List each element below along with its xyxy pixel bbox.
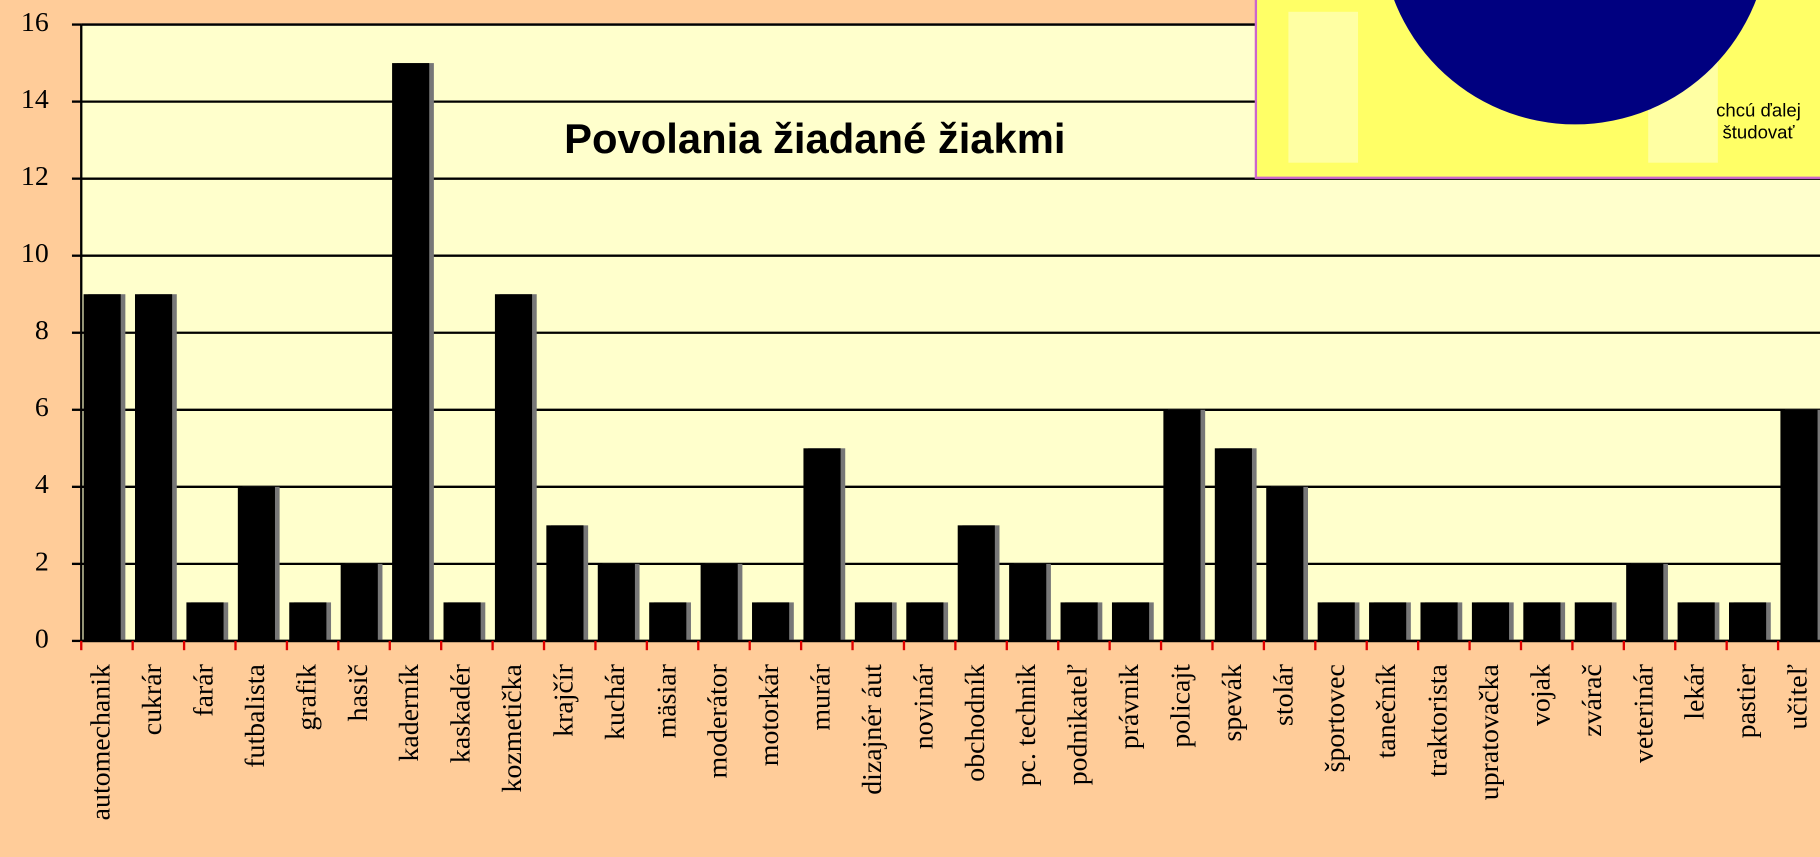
bar: [1009, 563, 1047, 641]
bar: [957, 525, 995, 641]
x-tick-label: pastier: [1731, 663, 1762, 738]
bar: [700, 563, 738, 641]
x-tick-label: policajt: [1166, 664, 1197, 748]
bar: [1420, 602, 1458, 641]
bar: [392, 63, 430, 641]
bar: [906, 602, 944, 641]
x-tick-label: podnikateľ: [1063, 664, 1094, 785]
bar: [289, 602, 327, 641]
x-tick-label: novinár: [908, 663, 939, 749]
bars: [83, 63, 1820, 641]
bar: [1626, 563, 1664, 641]
y-tick-label: 16: [21, 7, 49, 38]
x-tick-label: kaskadér: [446, 663, 477, 763]
bar: [1574, 602, 1612, 641]
bar: [1266, 486, 1304, 641]
bar: [1729, 602, 1767, 641]
x-tick-label: dizajnér áut: [857, 664, 888, 795]
y-tick-label: 10: [21, 238, 49, 269]
bar: [186, 602, 224, 641]
bar: [237, 486, 275, 641]
bar: [1317, 602, 1355, 641]
bar: [443, 602, 481, 641]
inset-pie: [1394, 0, 1757, 125]
bar: [1214, 448, 1252, 641]
x-tick-label: kuchár: [600, 663, 631, 739]
bar: [134, 294, 173, 641]
y-tick-label: 4: [35, 469, 49, 500]
x-tick-label: právnik: [1114, 664, 1145, 749]
bar: [1163, 409, 1201, 641]
x-tick-label: traktorista: [1423, 664, 1454, 777]
x-tick-label: veterinár: [1628, 663, 1659, 763]
bar: [83, 294, 121, 641]
y-tick-label: 8: [35, 315, 49, 346]
inset-pattern: [1288, 11, 1359, 163]
x-tick-label: murár: [806, 663, 837, 730]
bar: [1369, 602, 1407, 641]
x-tick-label: farár: [189, 663, 220, 716]
x-tick-label: futbalista: [240, 664, 271, 768]
x-tick-label: mäsiar: [651, 663, 682, 738]
bar: [649, 602, 687, 641]
x-tick-label: kaderník: [394, 664, 425, 761]
x-tick-label: učiteľ: [1783, 664, 1814, 729]
bar: [1060, 602, 1098, 641]
y-tick-label: 6: [35, 392, 49, 423]
bar: [752, 602, 790, 641]
inset: chcú ďalej študovať: [1254, 0, 1820, 179]
x-tick-label: športovec: [1320, 664, 1351, 772]
x-tick-label: pc. technik: [1011, 664, 1042, 786]
inset-label-box: chcú ďalej študovať: [1716, 101, 1801, 143]
x-tick-label: zvárač: [1577, 664, 1608, 737]
x-tick-label: lekár: [1680, 663, 1711, 719]
bar: [494, 294, 533, 641]
bar: [1111, 602, 1150, 641]
x-tick-label: stolár: [1268, 663, 1299, 726]
bar: [597, 563, 635, 641]
y-tick-label: 2: [35, 546, 49, 577]
bar: [340, 563, 378, 641]
x-tick-label: krajčír: [548, 663, 579, 736]
bar: [1677, 602, 1715, 641]
x-tick-label: obchodník: [960, 664, 991, 782]
bar: [546, 525, 584, 641]
x-tick-label: moderátor: [703, 663, 734, 778]
chart-title: Povolania žiadané žiakmi: [564, 115, 1065, 162]
x-tick-label: tanečník: [1371, 664, 1402, 758]
x-tick-label: grafik: [291, 664, 322, 731]
x-tick-label: automechanik: [86, 664, 117, 820]
inset-label: chcú ďalej študovať: [1716, 101, 1801, 143]
bar: [1523, 602, 1561, 641]
x-tick-label: upratovačka: [1474, 664, 1505, 800]
x-tick-label: motorkár: [754, 663, 785, 766]
y-tick-label: 0: [35, 623, 49, 654]
x-tick-label: cukrár: [137, 663, 168, 735]
bar: [854, 602, 893, 641]
labels: 0 2 4 6 8 10 12 14 16 automechanik cukrár farár futb…: [21, 7, 1814, 820]
x-tick-label: spevák: [1217, 664, 1248, 741]
bar: [1780, 409, 1818, 641]
x-tick-label: hasič: [343, 664, 374, 721]
y-tick-label: 14: [21, 84, 49, 115]
x-tick-label: vojak: [1525, 664, 1556, 726]
y-tick-label: 12: [21, 161, 49, 192]
bar: [803, 448, 841, 641]
x-tick-label: kozmetička: [497, 664, 528, 792]
bar: [1471, 602, 1510, 641]
